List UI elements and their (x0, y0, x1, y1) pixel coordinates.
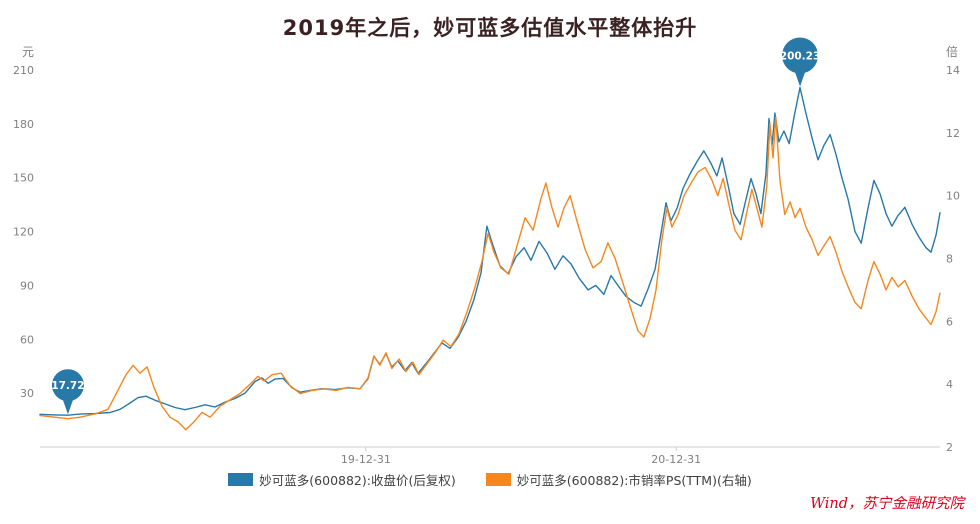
legend-swatch-ps-ratio (485, 473, 511, 486)
left-axis-tick-label: 150 (13, 172, 34, 185)
close-price-line (39, 86, 941, 416)
legend-item-ps-ratio: 妙可蓝多(600882):市销率PS(TTM)(右轴) (485, 470, 752, 489)
left-axis-tick-label: 90 (20, 279, 34, 292)
right-axis-tick-label: 2 (946, 441, 953, 454)
right-axis-tick-label: 10 (946, 190, 960, 203)
legend-item-close-price: 妙可蓝多(600882):收盘价(后复权) (228, 470, 456, 489)
ps-ratio-line (39, 116, 941, 431)
marker-pin (51, 369, 84, 402)
left-axis-unit: 元 (22, 45, 34, 59)
marker-pin-label: 200.23 (780, 51, 821, 63)
marker-pin (782, 37, 819, 74)
right-axis-tick-label: 12 (946, 127, 960, 140)
legend-label-ps-ratio: 妙可蓝多(600882):市销率PS(TTM)(右轴) (516, 473, 752, 488)
left-axis-tick-label: 60 (20, 333, 34, 346)
left-axis-tick-label: 120 (13, 226, 34, 239)
legend: 妙可蓝多(600882):收盘价(后复权) 妙可蓝多(600882):市销率PS… (0, 470, 980, 489)
x-axis-tick-label: 19-12-31 (341, 453, 391, 466)
right-axis-tick-label: 14 (946, 64, 960, 77)
marker-pin-label: 17.72 (51, 380, 84, 392)
right-axis-tick-label: 6 (946, 315, 953, 328)
right-axis-tick-label: 4 (946, 378, 953, 391)
right-axis-tick-label: 8 (946, 253, 953, 266)
legend-label-close-price: 妙可蓝多(600882):收盘价(后复权) (259, 473, 456, 488)
source-watermark: Wind，苏宁金融研究院 (810, 496, 964, 512)
chart-title: 2019年之后，妙可蓝多估值水平整体抬升 (282, 16, 698, 40)
left-axis-tick-label: 210 (13, 64, 34, 77)
left-axis-tick-label: 30 (20, 387, 34, 400)
x-axis-tick-label: 20-12-31 (651, 453, 701, 466)
legend-swatch-close-price (228, 473, 254, 486)
right-axis-unit: 倍 (946, 44, 958, 59)
left-axis-tick-label: 180 (13, 118, 34, 131)
